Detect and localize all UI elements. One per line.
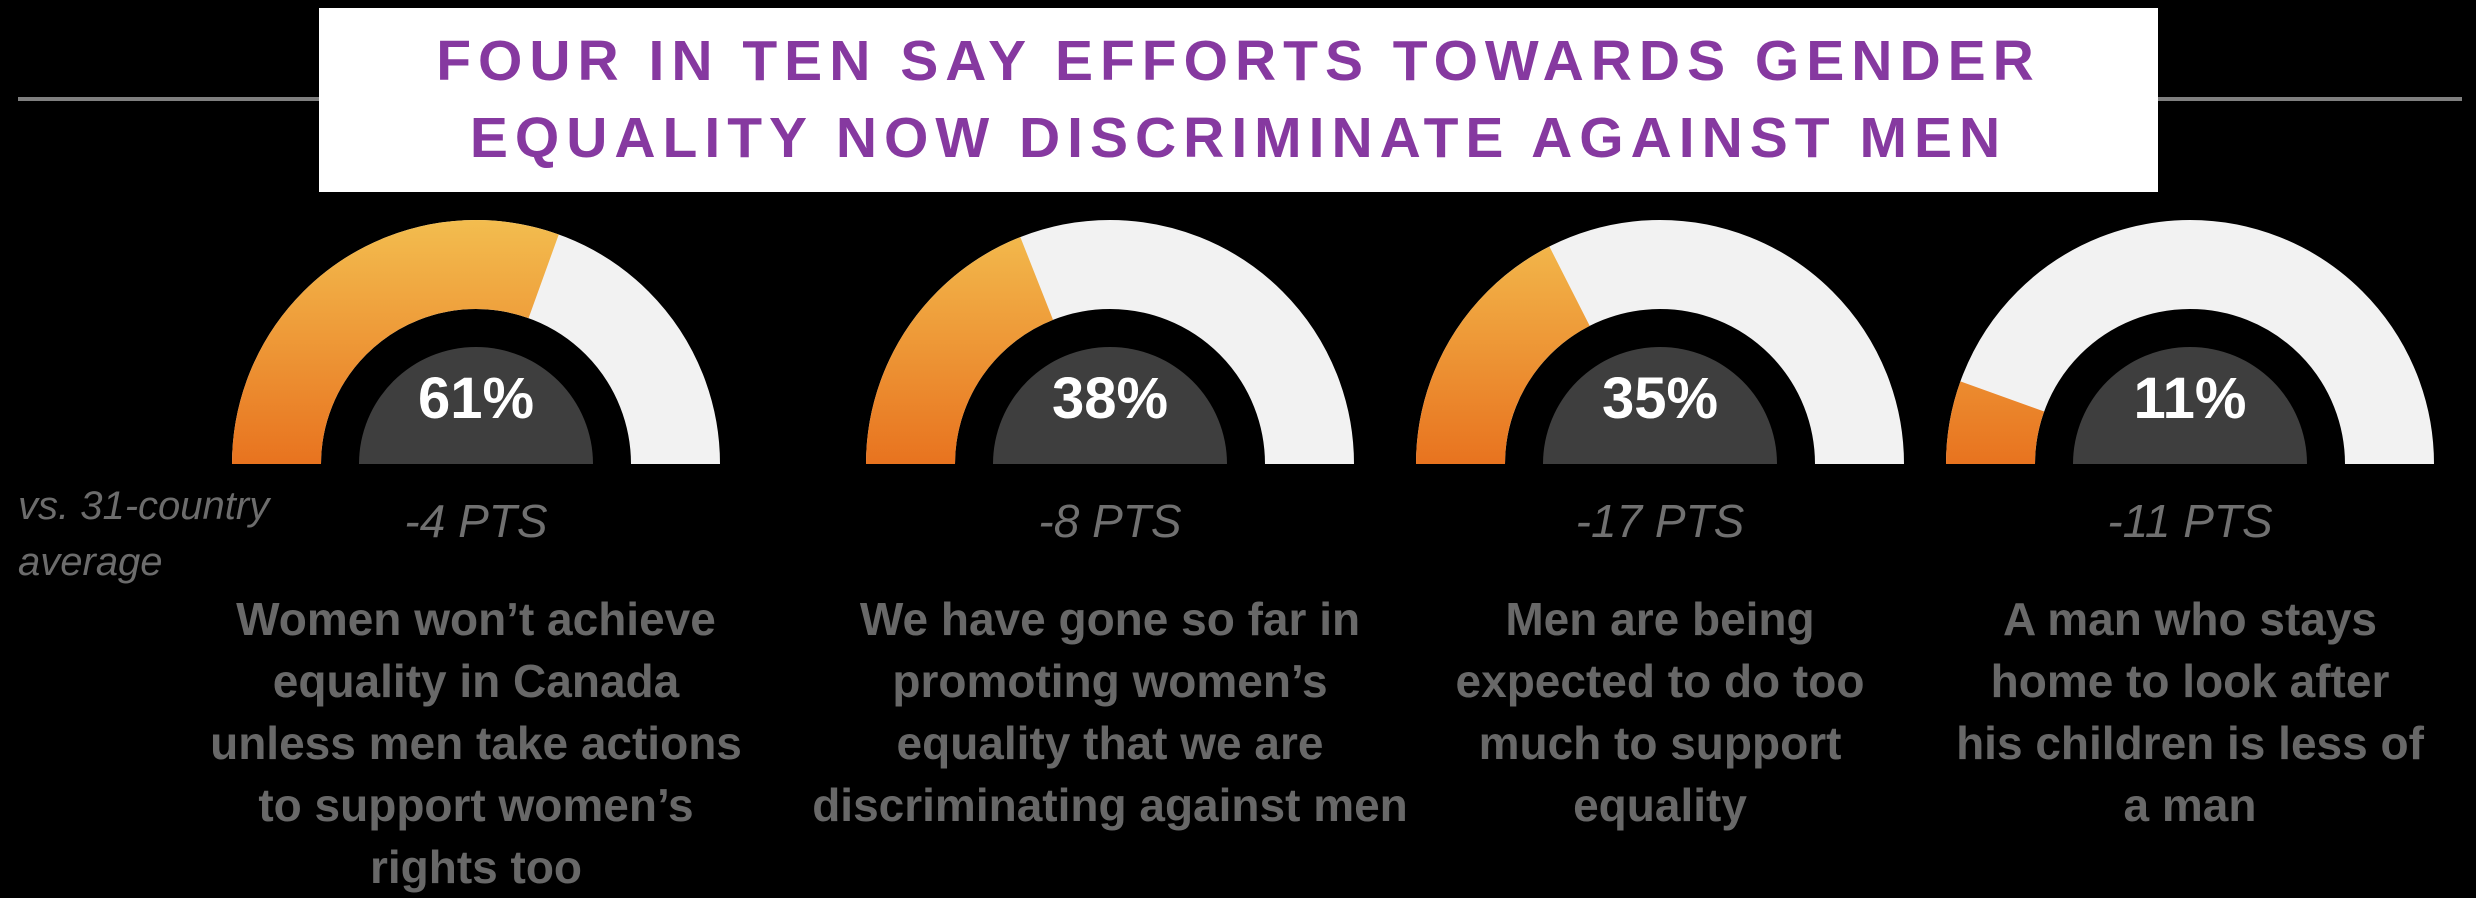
gauge-arc-2: [866, 220, 1354, 464]
gauge-chart-3: 35%: [1416, 220, 1904, 464]
gauge-arc-1: [232, 220, 720, 464]
gauge-statement-2: We have gone so far in promoting women’s…: [812, 593, 1408, 831]
comparison-note: vs. 31-country average: [18, 484, 270, 584]
gauge-value-3: 35%: [1601, 366, 1719, 431]
gauge-diff-4: -11 PTS: [2107, 495, 2273, 547]
gauge-value-2: 38%: [1051, 366, 1169, 431]
gauge-statement-4: A man who stays home to look after his c…: [1956, 593, 2424, 831]
gauge-diff-2: -8 PTS: [1038, 495, 1182, 547]
gauge-statement-1: Women won’t achieve equality in Canada u…: [210, 593, 742, 893]
title-banner: FOUR IN TEN SAY EFFORTS TOWARDS GENDER E…: [319, 8, 2158, 192]
gauge-statement-3: Men are being expected to do too much to…: [1455, 593, 1865, 831]
gauge-chart-4: 11%: [1946, 220, 2434, 464]
page-title: FOUR IN TEN SAY EFFORTS TOWARDS GENDER E…: [436, 29, 2041, 170]
divider-line-right: [2158, 97, 2462, 101]
gauge-chart-1: 61%: [232, 220, 720, 464]
gauge-diff-1: -4 PTS: [404, 495, 548, 547]
gauge-arc-3: [1416, 220, 1904, 464]
gauge-arc-4: [1946, 220, 2434, 464]
gauge-chart-2: 38%: [866, 220, 1354, 464]
gauge-value-4: 11%: [2133, 366, 2247, 431]
gauge-diff-3: -17 PTS: [1575, 495, 1745, 547]
gauge-value-1: 61%: [417, 366, 535, 431]
divider-line-left: [18, 97, 319, 101]
